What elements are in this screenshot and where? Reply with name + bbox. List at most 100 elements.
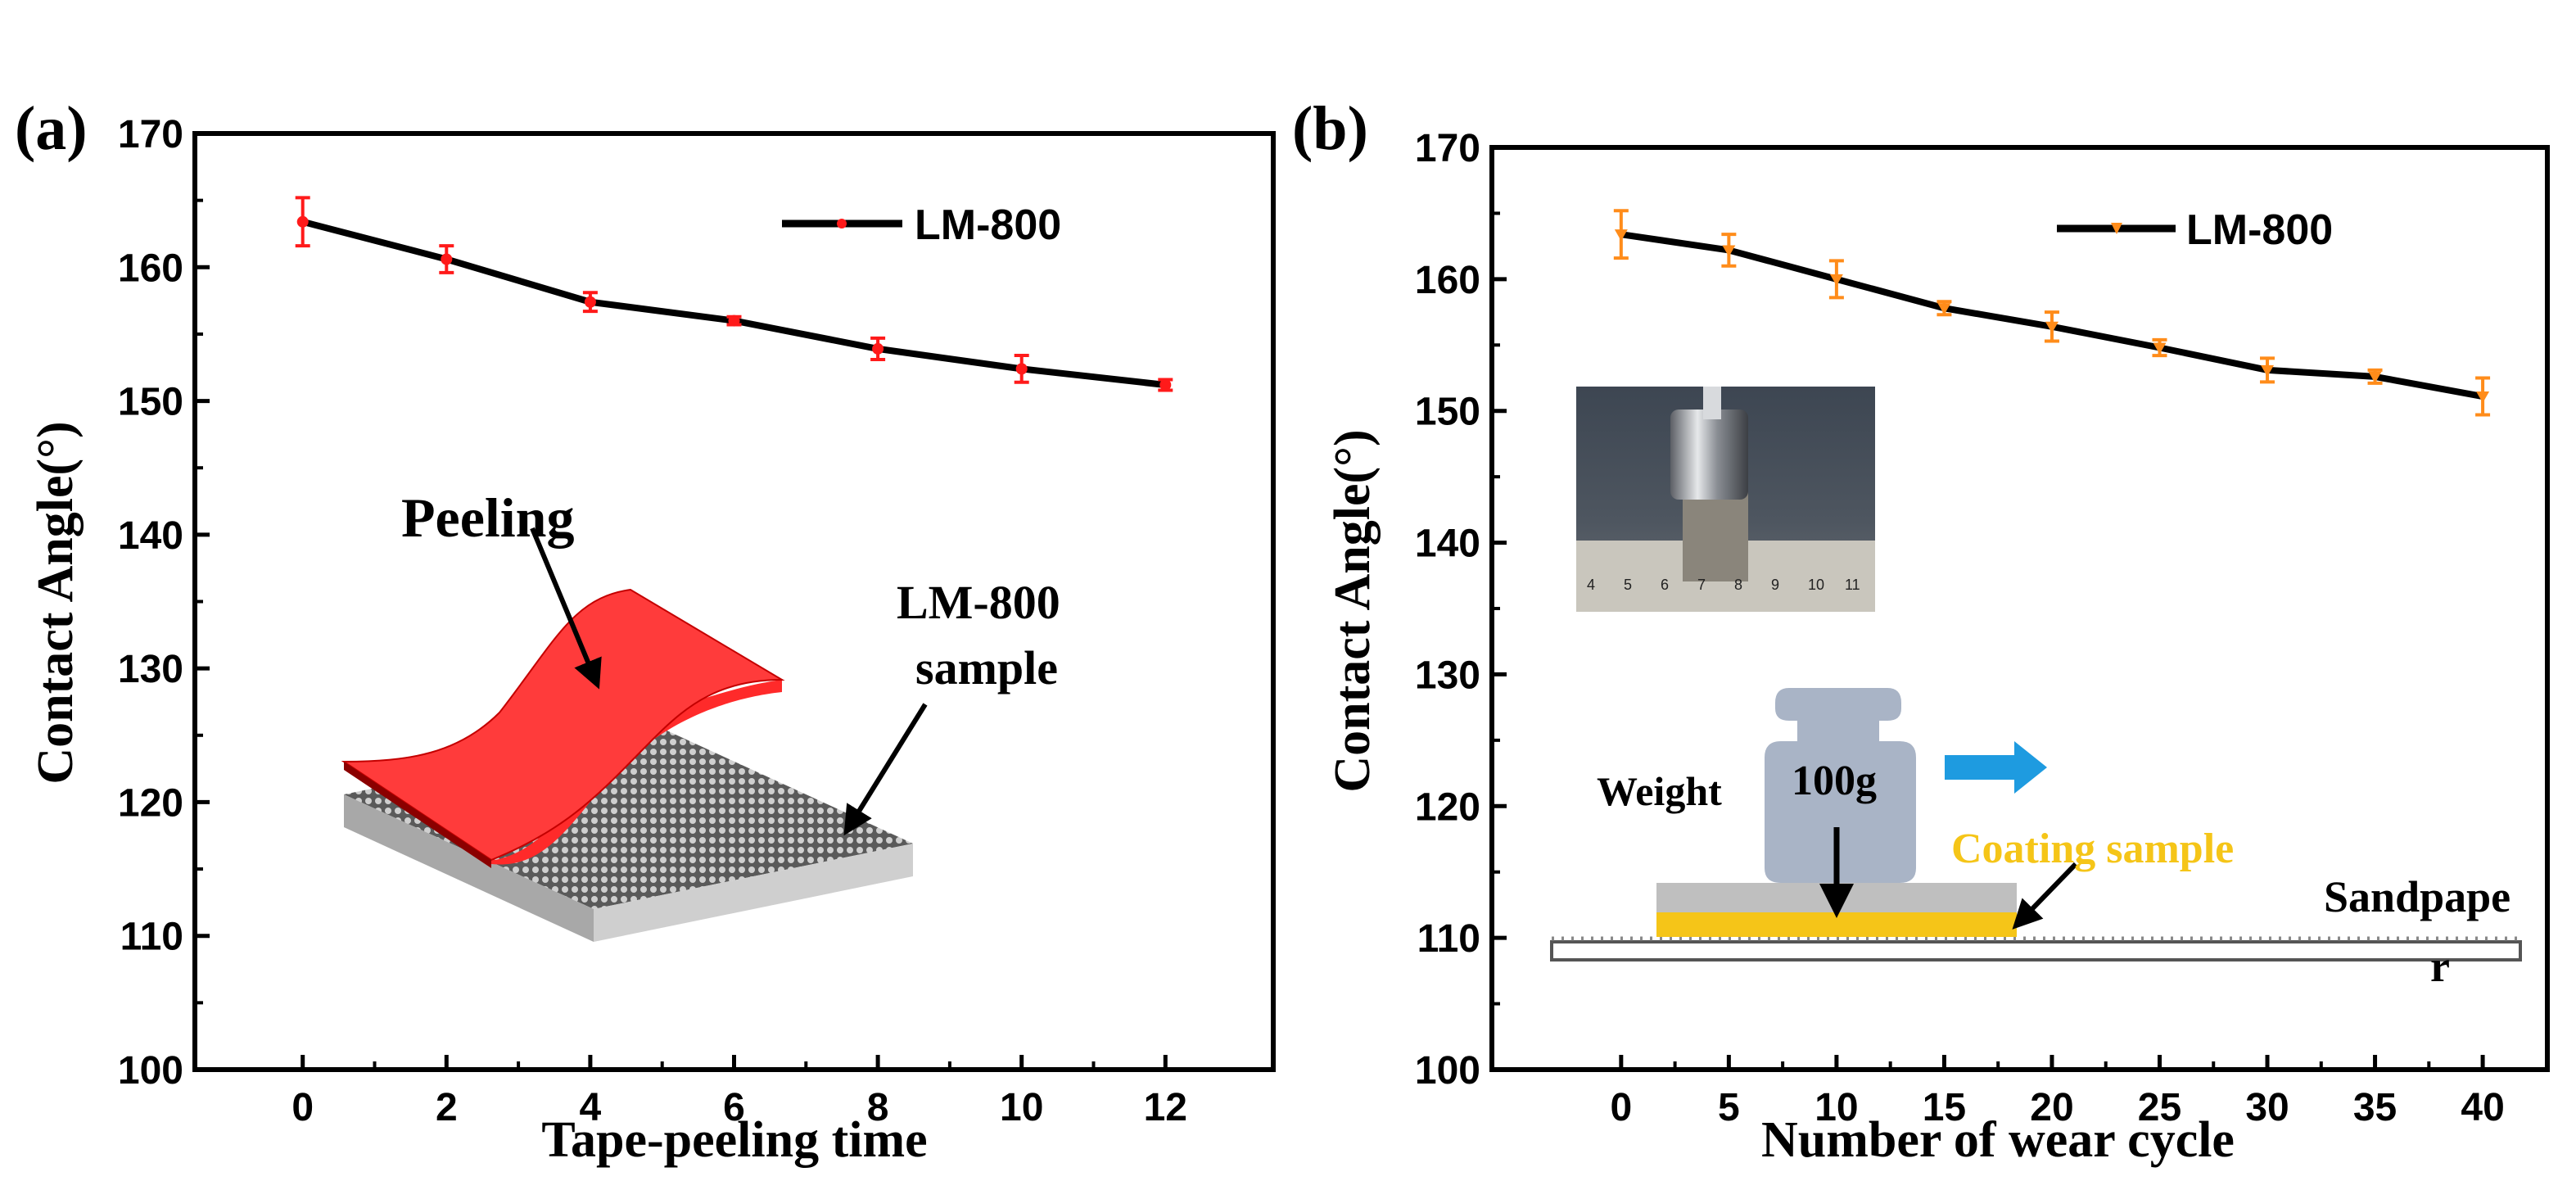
photo-ruler-numbers: 4 5 6 7 8 9 10 11 <box>1587 577 1860 593</box>
peeling-text: Peeling <box>401 486 575 549</box>
x-tick-label-a: 4 <box>580 1086 602 1129</box>
x-tick-label-b: 0 <box>1610 1086 1632 1129</box>
y-axis-b: 100 110 120 130 140 150 160 170 <box>1415 127 1507 1093</box>
legend-label-b: LM-800 <box>2186 206 2333 254</box>
photo-weight <box>1670 409 1748 500</box>
x-tick-label-b: 25 <box>2138 1086 2181 1129</box>
x-tick-label-b: 15 <box>1923 1086 1966 1129</box>
ruler-number: 6 <box>1661 577 1669 593</box>
direction-arrow <box>1945 741 2047 794</box>
y-tick-label-a: 120 <box>118 781 183 825</box>
chart-a: (a) 100 110 120 130 140 150 160 170 0 2 4 6 8 10 12 T… <box>15 94 1276 1168</box>
weight-shape <box>1765 688 1916 883</box>
x-tick-label-a: 0 <box>291 1086 314 1129</box>
data-point-a <box>584 296 596 308</box>
x-axis-label-a: Tape-peeling time <box>541 1112 927 1168</box>
y-tick-label-b: 120 <box>1415 785 1480 829</box>
ruler-number: 4 <box>1587 577 1595 593</box>
y-tick-label-b: 150 <box>1415 391 1480 434</box>
data-point-b <box>2045 321 2059 333</box>
y-tick-label-a: 130 <box>118 648 183 691</box>
ruler-number: 11 <box>1845 577 1860 593</box>
ruler-number: 8 <box>1734 577 1742 593</box>
data-point-b <box>2476 391 2490 404</box>
panel-label-a: (a) <box>15 94 88 163</box>
sample-text-line2: sample <box>915 641 1058 695</box>
tape-edge <box>344 762 491 868</box>
coating-arrow <box>2012 862 2078 930</box>
ruler-number: 5 <box>1624 577 1632 593</box>
x-tick-label-a: 10 <box>1000 1086 1043 1129</box>
y-axis-label-a: Contact Angle(°) <box>28 421 84 784</box>
ruler-number: 7 <box>1697 577 1706 593</box>
x-tick-label-a: 6 <box>723 1086 745 1129</box>
legend-b: LM-800 <box>2057 206 2333 254</box>
y-tick-label-a: 140 <box>118 514 183 558</box>
tape-lifted <box>341 588 785 862</box>
sample-text-line1: LM-800 <box>897 576 1060 629</box>
x-tick-label-a: 8 <box>867 1086 889 1129</box>
series-b <box>1613 209 2491 417</box>
data-point-b <box>1937 303 1951 315</box>
legend-marker-a <box>837 219 847 228</box>
y-tick-label-a: 150 <box>118 381 183 424</box>
data-point-b <box>2153 342 2167 355</box>
y-tick-label-b: 160 <box>1415 259 1480 302</box>
x-axis-b: 0 5 10 15 20 25 30 35 40 <box>1610 1055 2505 1129</box>
data-point-a <box>1159 378 1172 391</box>
plot-frame-a <box>192 131 1276 1072</box>
weight-mass-text: 100g <box>1792 758 1877 804</box>
y-tick-label-a: 100 <box>118 1049 183 1093</box>
x-tick-label-b: 5 <box>1718 1086 1740 1129</box>
y-tick-label-b: 130 <box>1415 654 1480 697</box>
y-tick-label-a: 160 <box>118 247 183 290</box>
y-tick-label-b: 110 <box>1417 917 1480 961</box>
data-point-b <box>1722 245 1736 257</box>
y-tick-label-a: 110 <box>120 916 183 959</box>
peeling-illustration: Peeling LM-800 sample <box>341 486 1060 942</box>
data-point-b <box>1614 229 1628 242</box>
series-a <box>295 196 1173 392</box>
y-axis-a: 100 110 120 130 140 150 160 170 <box>118 113 210 1093</box>
tape-strip <box>344 680 782 865</box>
coating-text: Coating sample <box>1951 826 2234 872</box>
photo-sample <box>1683 491 1748 581</box>
data-point-a <box>728 314 740 327</box>
legend-a: LM-800 <box>782 201 1061 249</box>
data-point-b <box>2261 364 2275 377</box>
x-tick-label-a: 2 <box>436 1086 458 1129</box>
data-point-a <box>1015 363 1028 375</box>
ruler-number: 9 <box>1771 577 1779 593</box>
sample-arrow <box>843 703 928 836</box>
sample-left-face <box>344 794 594 942</box>
legend-marker-b <box>2111 223 2122 234</box>
y-axis-label-b: Contact Angle(°) <box>1325 429 1381 792</box>
x-axis-label-b: Number of wear cycle <box>1761 1112 2235 1168</box>
x-tick-label-b: 40 <box>2461 1086 2504 1129</box>
data-point-b <box>1829 274 1843 286</box>
chart-b: (b) 100 110 120 130 140 150 160 170 0 5 10 15 20 25 3… <box>1292 94 2550 1168</box>
x-tick-label-b: 10 <box>1814 1086 1858 1129</box>
x-tick-label-b: 30 <box>2245 1086 2289 1129</box>
legend-label-a: LM-800 <box>915 201 1061 249</box>
data-point-a <box>296 215 309 228</box>
panel-label-b: (b) <box>1292 94 1368 163</box>
x-axis-a: 0 2 4 6 8 10 12 <box>291 1055 1187 1129</box>
photo-weight-knob <box>1703 387 1721 419</box>
data-point-a <box>441 253 453 265</box>
sandpaper-text-line2: r <box>2430 942 2450 991</box>
y-tick-label-b: 170 <box>1415 127 1480 170</box>
sandpaper-bar <box>1550 940 2522 962</box>
sample-right-face <box>594 844 913 942</box>
weight-text: Weight <box>1597 768 1722 814</box>
wear-test-photo: 4 5 6 7 8 9 10 11 <box>1576 387 1875 612</box>
wear-schematic: Weight 100g Coating sample Sandpape r <box>1550 688 2522 991</box>
x-tick-label-b: 20 <box>2030 1086 2073 1129</box>
data-point-b <box>2368 371 2382 383</box>
coating-layer <box>1656 912 2017 937</box>
ruler-number: 10 <box>1808 577 1824 593</box>
sandpaper-text-line1: Sandpape <box>2324 872 2510 921</box>
data-point-a <box>872 342 884 355</box>
y-tick-label-b: 140 <box>1415 523 1480 566</box>
